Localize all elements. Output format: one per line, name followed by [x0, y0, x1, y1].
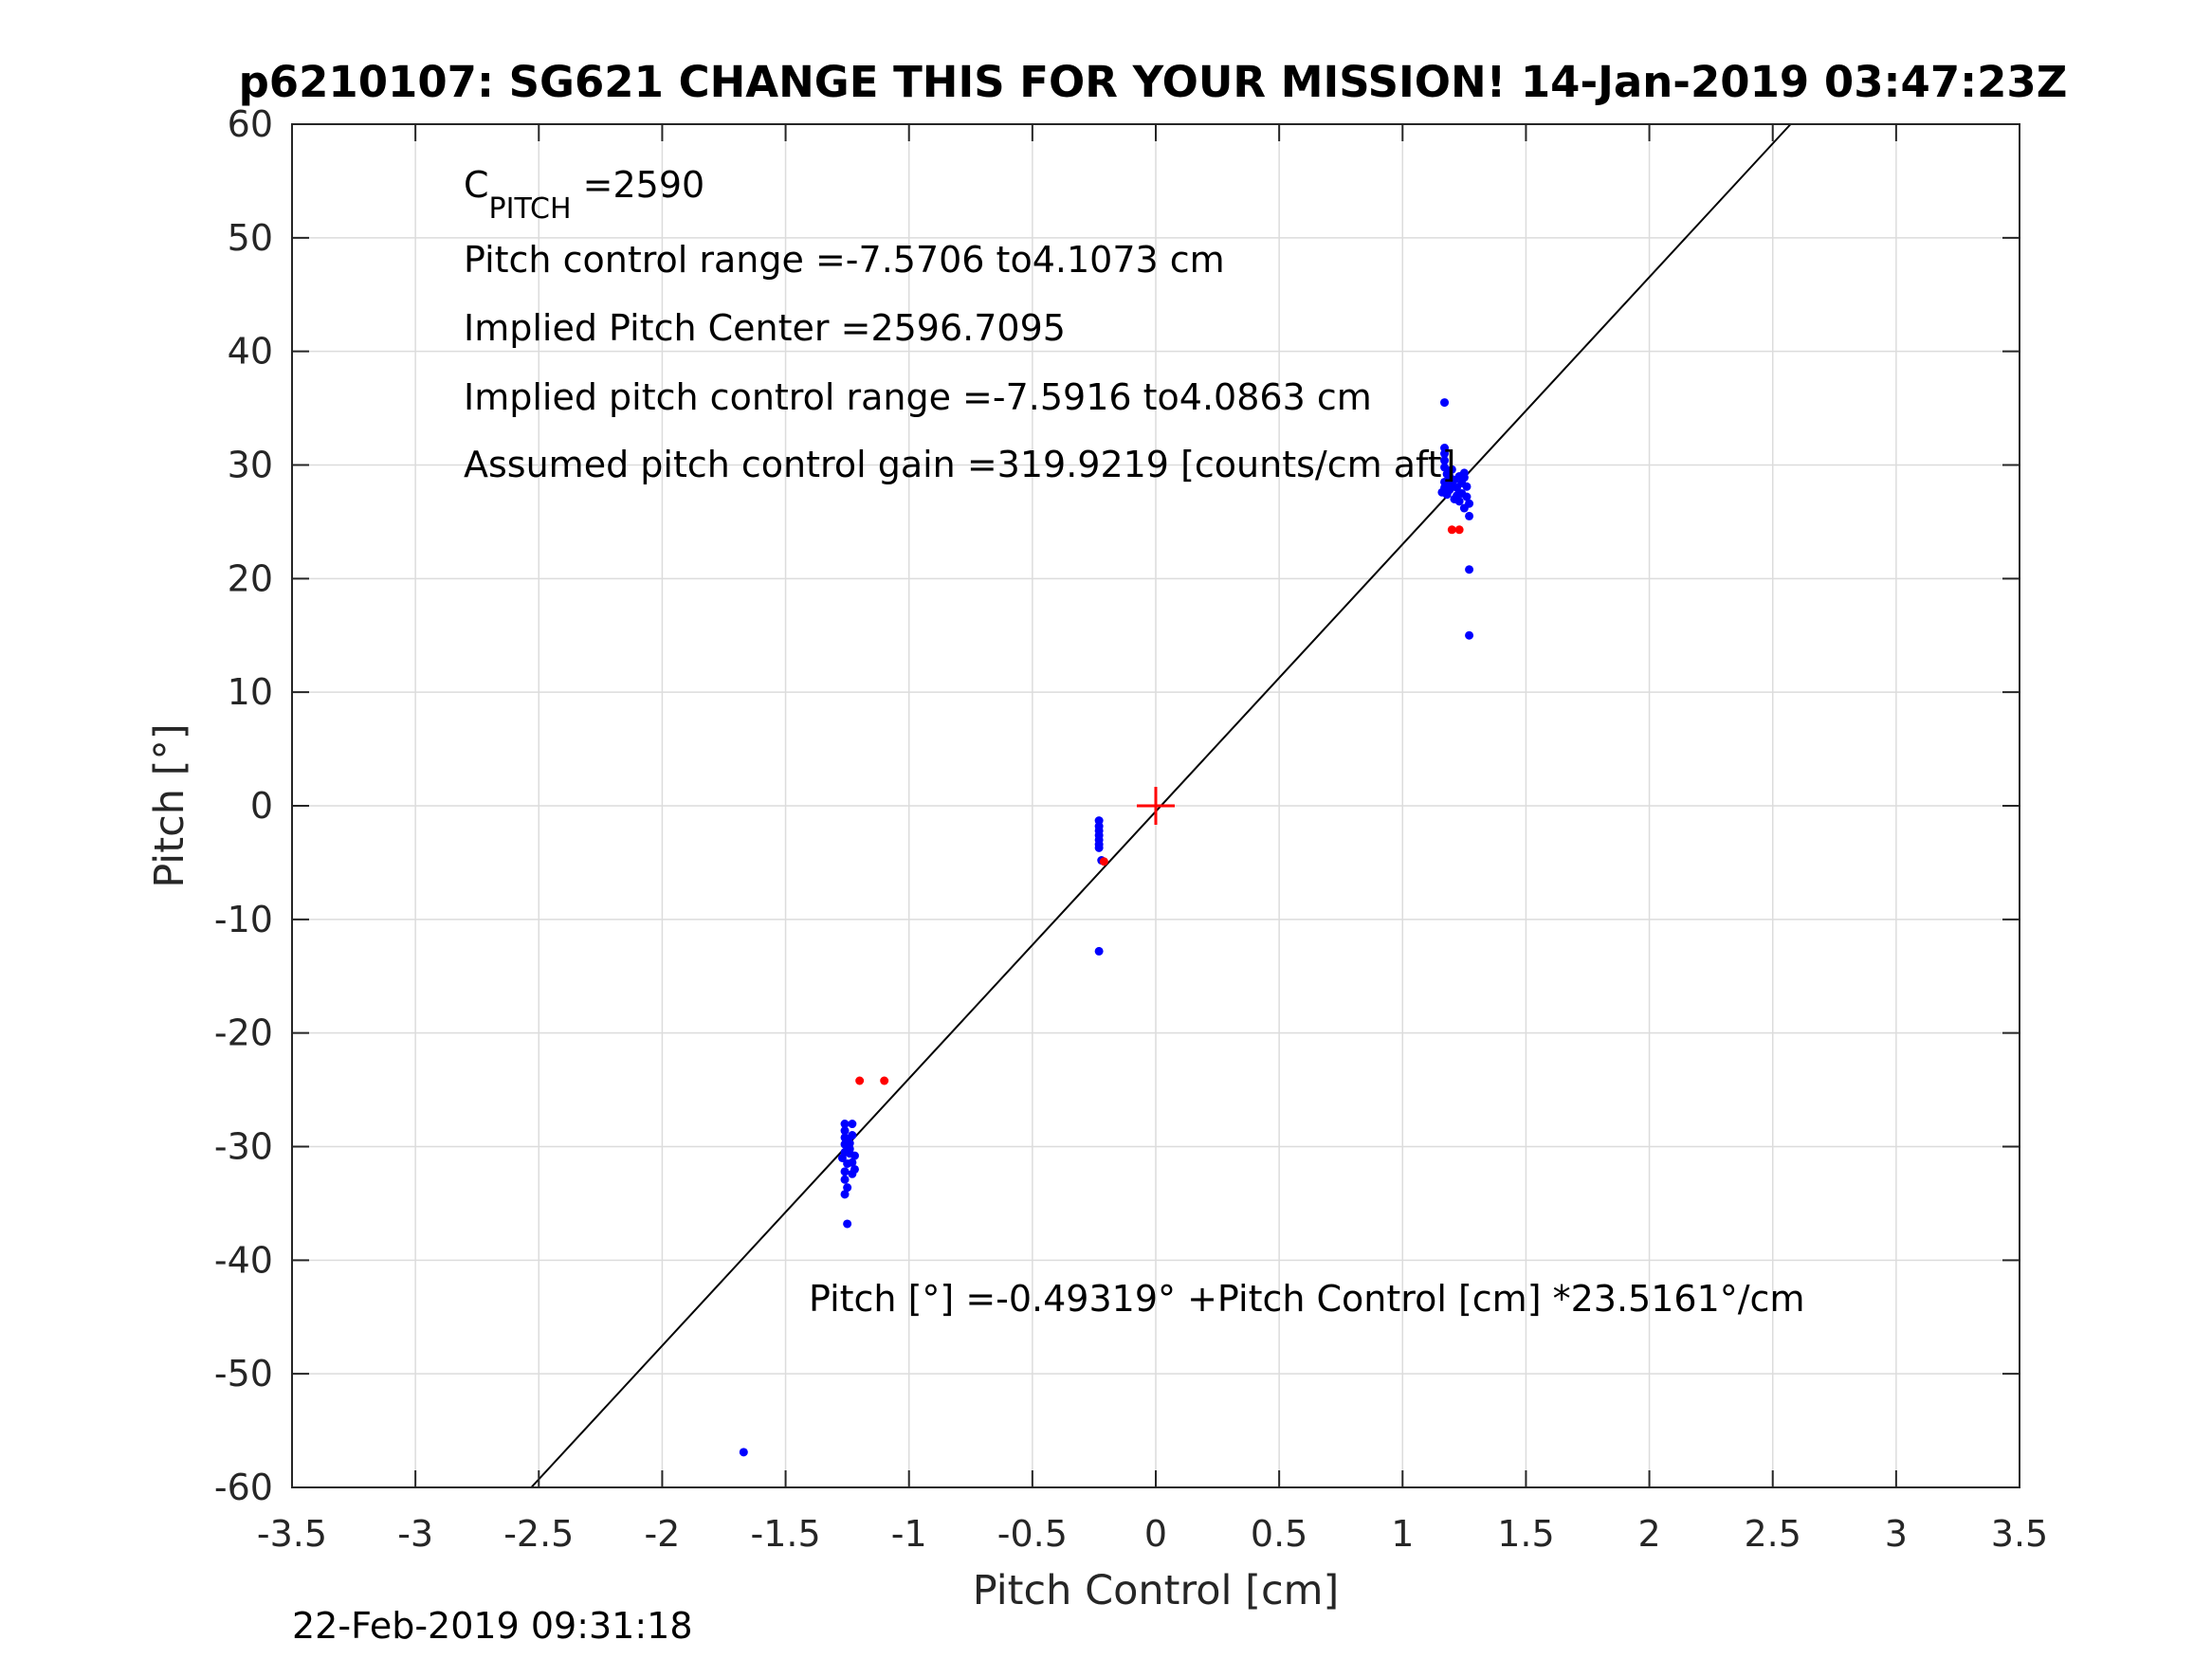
blue-data-point: [1440, 449, 1450, 459]
x-tick-label: -1: [891, 1513, 927, 1555]
y-tick-label: -10: [214, 899, 273, 940]
blue-data-point: [840, 1120, 850, 1129]
blue-data-point: [1445, 471, 1454, 481]
c-pitch-main: C: [464, 164, 489, 206]
y-tick-label: 10: [228, 671, 273, 713]
c-pitch-annotation: CPITCH =2590: [464, 164, 704, 226]
blue-data-point: [1465, 630, 1474, 640]
blue-data-point: [1462, 492, 1472, 501]
axis-ticks: [291, 123, 2020, 1488]
x-tick-labels: -3.5 -3 -2.5 -2 -1.5 -1 -0.5 0 0.5 1 1.5 2 2.5 3 3.5: [257, 1513, 2048, 1555]
blue-data-point: [1440, 398, 1450, 408]
x-tick-label: -2.5: [503, 1513, 574, 1555]
y-tick-label: -50: [214, 1353, 273, 1395]
x-tick-label: -1.5: [750, 1513, 820, 1555]
blue-data-point: [1442, 484, 1452, 494]
red-data-point: [1454, 525, 1464, 535]
implied-center-annotation: Implied Pitch Center =2596.7095: [464, 307, 1066, 349]
y-tick-label: 50: [228, 217, 273, 259]
x-tick-label: -0.5: [997, 1513, 1068, 1555]
plot-area: [291, 123, 2020, 1488]
y-tick-label: 30: [228, 445, 273, 486]
control-range-annotation: Pitch control range =-7.5706 to4.1073 cm: [464, 239, 1225, 281]
blue-data-point: [848, 1158, 857, 1167]
blue-data-point: [1094, 843, 1104, 852]
blue-data-point: [840, 1175, 850, 1184]
blue-data-point: [845, 1144, 854, 1154]
x-tick-label: 1.5: [1497, 1513, 1554, 1555]
blue-data-point: [1447, 465, 1456, 474]
blue-data-point: [1462, 482, 1472, 491]
blue-data-point: [843, 1183, 852, 1193]
y-tick-label: -20: [214, 1012, 273, 1054]
red-data-point: [1447, 525, 1456, 535]
x-tick-label: -2: [644, 1513, 680, 1555]
blue-data-point: [1459, 503, 1469, 513]
blue-data-point: [1454, 471, 1464, 481]
blue-data-point: [1465, 511, 1474, 520]
x-tick-label: 1: [1391, 1513, 1414, 1555]
blue-data-point: [840, 1190, 850, 1199]
y-tick-label: -40: [214, 1239, 273, 1281]
chart-title: p6210107: SG621 CHANGE THIS FOR YOUR MIS…: [239, 57, 2068, 107]
blue-data-point: [843, 1219, 852, 1229]
blue-data-point: [1465, 565, 1474, 574]
blue-data-point: [1094, 946, 1104, 956]
x-tick-label: -3.5: [257, 1513, 327, 1555]
y-tick-label: 60: [228, 103, 273, 145]
blue-data-point: [848, 1120, 857, 1129]
footer-timestamp: 22-Feb-2019 09:31:18: [292, 1605, 693, 1647]
blue-data-point: [850, 1151, 859, 1160]
y-tick-labels: -60 -50 -40 -30 -20 -10 0 10 20 30 40 50 60: [214, 103, 273, 1508]
c-pitch-subscript: PITCH: [489, 192, 572, 226]
c-pitch-value: =2590: [572, 164, 705, 206]
y-tick-label: 0: [250, 785, 273, 827]
blue-data-point: [1450, 494, 1459, 503]
red-data-point: [1099, 857, 1108, 866]
x-tick-label: 0: [1144, 1513, 1167, 1555]
x-tick-label: 2: [1637, 1513, 1660, 1555]
blue-data-point: [848, 1169, 857, 1178]
red-data-point: [855, 1076, 865, 1085]
blue-data-point: [837, 1153, 847, 1162]
x-axis-label: Pitch Control [cm]: [973, 1567, 1340, 1614]
y-tick-label: 40: [228, 331, 273, 373]
x-tick-label: 3: [1885, 1513, 1908, 1555]
fit-equation-annotation: Pitch [°] =-0.49319° +Pitch Control [cm]…: [809, 1278, 1804, 1320]
x-tick-label: -3: [397, 1513, 433, 1555]
center-marker: [1137, 787, 1175, 825]
red-data-point: [880, 1076, 889, 1085]
blue-data-point: [1440, 456, 1450, 465]
blue-data-point: [739, 1448, 748, 1457]
x-tick-label: 0.5: [1251, 1513, 1307, 1555]
blue-data-point: [843, 1135, 852, 1144]
y-tick-label: 20: [228, 557, 273, 599]
x-tick-label: 3.5: [1991, 1513, 2048, 1555]
gain-annotation: Assumed pitch control gain =319.9219 [co…: [464, 444, 1455, 485]
blue-data-point: [840, 1126, 850, 1136]
data-points: [739, 398, 1474, 1457]
blue-data-point: [840, 1167, 850, 1176]
y-axis-label: Pitch [°]: [146, 723, 193, 887]
implied-range-annotation: Implied pitch control range =-7.5916 to4…: [464, 376, 1372, 418]
y-tick-label: -60: [214, 1467, 273, 1508]
x-tick-label: 2.5: [1744, 1513, 1801, 1555]
blue-data-point: [1440, 463, 1450, 472]
y-tick-label: -30: [214, 1126, 273, 1168]
